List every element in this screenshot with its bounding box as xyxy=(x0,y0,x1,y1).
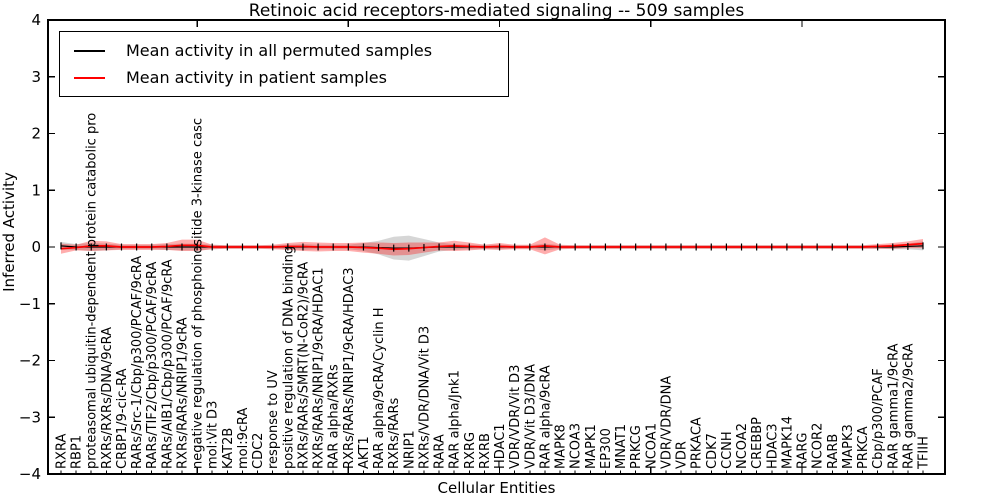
x-tick-label: VDR/VDR/Vit D3 xyxy=(508,365,523,469)
x-tick-label: positive regulation of DNA binding xyxy=(281,246,296,469)
patient-line-sample-icon xyxy=(74,76,105,79)
y-tick-label: −2 xyxy=(19,352,41,370)
x-tick-label: RXRA xyxy=(55,434,70,469)
x-tick-label: RXRB xyxy=(478,433,493,469)
x-tick-label: RAR gamma1/9cRA xyxy=(886,343,901,469)
x-tick-label: Cbp/p300/PCAF xyxy=(871,368,886,469)
x-tick-label: CREBBP xyxy=(750,417,765,469)
x-axis-label: Cellular Entities xyxy=(437,479,556,497)
y-tick-label: −4 xyxy=(19,465,41,483)
x-tick-label: response to UV xyxy=(266,370,281,469)
legend-label: Mean activity in all permuted samples xyxy=(126,41,433,60)
x-tick-label: RXRs/RARs/NRIP1/9cRA/HDAC1 xyxy=(312,267,327,469)
x-tick-label: PRKCG xyxy=(629,425,644,469)
x-tick-label: RBP1 xyxy=(70,435,85,469)
x-tick-label: RARs/AIB1/Cbp/p300/PCAF/9cRA xyxy=(160,259,175,469)
y-tick-label: 2 xyxy=(31,125,41,143)
legend-label: Mean activity in patient samples xyxy=(126,68,387,87)
y-tick-label: 4 xyxy=(31,11,41,29)
x-tick-label: RAR alpha/9cRA/Cyclin H xyxy=(372,308,387,469)
patient-mean-line xyxy=(60,242,924,251)
x-tick-label: MAPK14 xyxy=(780,416,795,469)
x-tick-label: RXRs/RARs/NRIP1/9cRA xyxy=(175,317,190,469)
x-tick-label: MAPK8 xyxy=(554,424,569,469)
x-tick-label: NCOA1 xyxy=(644,423,659,469)
x-tick-label: TFIIH xyxy=(917,436,932,470)
x-tick-label: HDAC3 xyxy=(765,423,780,469)
x-tick-label: NRIP1 xyxy=(402,430,417,469)
x-tick-label: RARB xyxy=(826,434,841,469)
x-tick-label: RXRs/RARs xyxy=(387,397,402,469)
x-tick-label: RXRs/VDR/DNA/Vit D3 xyxy=(417,326,432,469)
x-tick-label: MAPK3 xyxy=(841,424,856,469)
x-tick-label: PRKACA xyxy=(690,417,705,469)
x-tick-label: RAR alpha/Jnk1 xyxy=(448,370,463,469)
x-tick-label: PRKCA xyxy=(856,426,871,469)
y-tick-label: −1 xyxy=(19,295,41,313)
x-tick-label: MNAT1 xyxy=(614,424,629,469)
x-tick-label: proteasomal ubiquitin-dependent protein … xyxy=(85,113,100,469)
permuted-line-sample-icon xyxy=(74,49,105,52)
x-tick-label: AKT1 xyxy=(357,436,372,469)
y-tick-label: 1 xyxy=(31,181,41,199)
x-tick-label: KAT2B xyxy=(221,428,236,469)
legend: Mean activity in all permuted samples Mea… xyxy=(59,31,509,97)
x-tick-label: negative regulation of phosphoinositide … xyxy=(191,118,206,469)
x-tick-label: RXRs/RARs/NRIP1/9cRA/HDAC3 xyxy=(342,267,357,469)
x-tick-label: CDK7 xyxy=(705,433,720,469)
legend-entry: Mean activity in patient samples xyxy=(60,64,508,91)
x-tick-label: RARG xyxy=(796,432,811,469)
x-tick-label: CCNH xyxy=(720,431,735,469)
x-tick-label: NCOA2 xyxy=(735,423,750,469)
legend-entry: Mean activity in all permuted samples xyxy=(60,37,508,64)
x-tick-label: VDR xyxy=(675,441,690,469)
x-tick-label: CDC2 xyxy=(251,433,266,469)
x-tick-label: RAR alpha/9cRA xyxy=(538,365,553,469)
x-tick-label: VDR/Vit D3/DNA xyxy=(523,364,538,469)
x-tick-label: RAR gamma2/9cRA xyxy=(901,343,916,469)
x-tick-label: RAR alpha/RXRs xyxy=(327,364,342,469)
x-tick-label: RARA xyxy=(433,434,448,469)
chart-title: Retinoic acid receptors-mediated signali… xyxy=(248,1,745,21)
x-tick-label: CRBP1/9-cic-RA xyxy=(115,368,130,469)
x-tick-label: NCOA3 xyxy=(569,423,584,469)
y-tick-label: −3 xyxy=(19,408,41,426)
x-tick-label: mol:Vit D3 xyxy=(206,401,221,469)
x-tick-label: VDR/VDR/DNA xyxy=(659,376,674,469)
x-tick-label: RARs/TIF2/Cbp/p300/PCAF/9cRA xyxy=(145,262,160,469)
x-tick-label: HDAC1 xyxy=(493,423,508,469)
y-tick-label: 3 xyxy=(31,68,41,86)
x-tick-label: NCOR2 xyxy=(811,423,826,469)
x-tick-label: RXRs/RXRs/DNA/9cRA xyxy=(100,327,115,469)
x-tick-label: EP300 xyxy=(599,428,614,469)
permuted-std-band xyxy=(61,235,923,261)
x-tick-label: MAPK1 xyxy=(584,424,599,469)
x-tick-label: RXRs/RARs/SMRT(N-CoR2)/9cRA xyxy=(296,262,311,469)
x-tick-label: RXRG xyxy=(463,432,478,469)
y-tick-label: 0 xyxy=(31,238,41,256)
x-tick-label: mol:9cRA xyxy=(236,407,251,469)
x-tick-label: RARs/Src-1/Cbp/p300/PCAF/9cRA xyxy=(130,256,145,469)
